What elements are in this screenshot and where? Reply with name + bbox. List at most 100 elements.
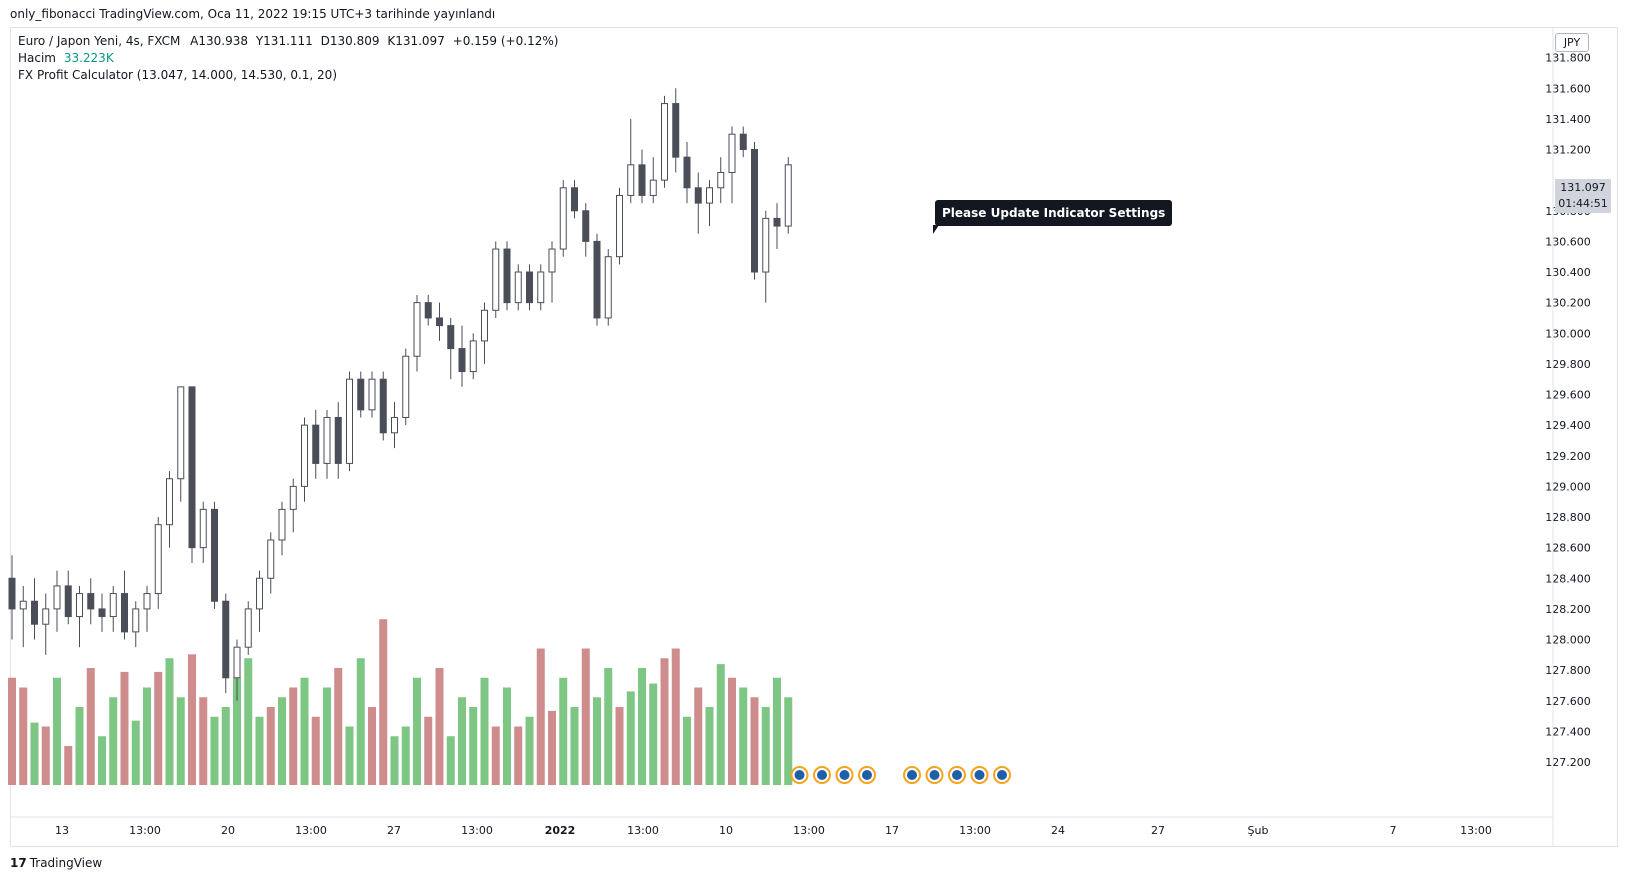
candle-body [323, 416, 331, 464]
tv-logo-icon: 17 [10, 856, 27, 870]
volume-bar [98, 736, 106, 785]
legend-close: 131.097 [395, 34, 445, 48]
x-tick-label: 24 [1051, 824, 1065, 837]
candle-body [289, 485, 297, 510]
candle-body [649, 179, 657, 196]
publish-line: only_fibonacci TradingView.com, Oca 11, … [10, 7, 496, 21]
volume-bar [176, 697, 185, 785]
volume-bar [570, 707, 579, 785]
brand-name: TradingView [29, 856, 103, 870]
x-tick-label: 10 [719, 824, 733, 837]
volume-bar [604, 668, 613, 785]
x-tick-label: 2022 [545, 824, 576, 837]
volume-bar [660, 658, 669, 785]
bar-countdown: 01:44:51 [1558, 197, 1608, 210]
legend-high-label: Y [255, 34, 264, 48]
volume-bar [559, 677, 568, 785]
event-globe-icon [862, 770, 872, 780]
candle-body [98, 608, 106, 618]
y-tick-label: 127.800 [1545, 664, 1591, 677]
volume-bar [581, 648, 590, 785]
candle-body [717, 171, 725, 189]
candle-body [773, 217, 781, 227]
volume-bar [199, 697, 208, 785]
candle-body [64, 585, 72, 618]
candle-body [31, 600, 38, 625]
volume-bar [536, 648, 545, 785]
volume-bar [19, 687, 28, 785]
volume-bar [413, 677, 421, 785]
volume-bar [694, 687, 703, 785]
volume-bar [615, 707, 624, 785]
candle-body [638, 164, 646, 196]
candle-body [559, 187, 567, 250]
volume-bar [244, 658, 253, 785]
candle-body [526, 271, 533, 304]
candle-body [593, 240, 601, 319]
volume-bar [188, 654, 196, 785]
event-globe-icon [907, 770, 917, 780]
volume-bars [8, 619, 793, 785]
currency-badge[interactable]: JPY [1555, 33, 1589, 52]
y-tick-label: 128.600 [1545, 542, 1591, 555]
volume-bar [300, 677, 309, 785]
volume-bar [323, 687, 331, 785]
candle-body [312, 424, 320, 464]
candle-body [301, 424, 308, 487]
legend-volume-row: Hacim 33.223K [18, 51, 114, 65]
volume-bar [435, 668, 444, 785]
candle-body [402, 355, 410, 418]
volume-bar [233, 677, 241, 785]
y-tick-label: 127.600 [1545, 695, 1591, 708]
legend-indicator: FX Profit Calculator (13.047, 14.000, 14… [18, 68, 338, 82]
legend-volume-value: 33.223K [63, 51, 114, 65]
y-tick-label: 130.600 [1545, 235, 1591, 248]
candle-body [694, 187, 702, 204]
y-tick-label: 130.000 [1545, 327, 1591, 340]
volume-bar [716, 664, 725, 785]
candle-body [256, 577, 263, 610]
x-tick-label: 13:00 [129, 824, 161, 837]
event-globe-icon [794, 770, 805, 780]
volume-bar [120, 671, 129, 785]
event-globe-icon [952, 770, 962, 780]
price-axis: 131.800131.600131.400131.200130.800130.6… [1545, 27, 1591, 847]
volume-bar [424, 716, 433, 785]
volume-bar [705, 707, 714, 785]
tradingview-logo[interactable]: 17 TradingView [10, 856, 102, 870]
candle-body [87, 593, 95, 610]
y-tick-label: 128.000 [1545, 634, 1591, 647]
chart-frame[interactable] [10, 27, 1618, 847]
volume-bar [784, 697, 793, 785]
volume-bar [480, 677, 489, 785]
y-tick-label: 127.400 [1545, 725, 1591, 738]
volume-bar [131, 720, 140, 785]
volume-bar [491, 726, 500, 785]
candle-body [537, 271, 545, 304]
volume-bar [458, 697, 466, 785]
x-tick-label: 13:00 [461, 824, 493, 837]
volume-bar [739, 687, 748, 785]
y-tick-label: 129.000 [1545, 480, 1591, 493]
volume-bar [266, 707, 275, 785]
event-globe-icon [839, 770, 850, 780]
candle-body [616, 194, 623, 258]
volume-bar [210, 716, 219, 785]
x-tick-label: 13:00 [295, 824, 327, 837]
volume-bar [356, 658, 365, 785]
candle-body [447, 325, 455, 350]
y-tick-label: 129.400 [1545, 419, 1591, 432]
volume-bar [638, 668, 646, 785]
event-globe-icon [997, 770, 1007, 780]
event-globe-icon [817, 770, 827, 780]
x-tick-label: 13:00 [627, 824, 659, 837]
y-tick-label: 128.200 [1545, 603, 1591, 616]
candle-body [514, 271, 522, 304]
candle-body [492, 248, 500, 311]
x-tick-label: 17 [885, 824, 899, 837]
legend-low: 130.809 [329, 34, 380, 48]
legend-high: 131.111 [263, 34, 313, 48]
candle-body [627, 164, 635, 196]
candle-body [8, 577, 16, 610]
